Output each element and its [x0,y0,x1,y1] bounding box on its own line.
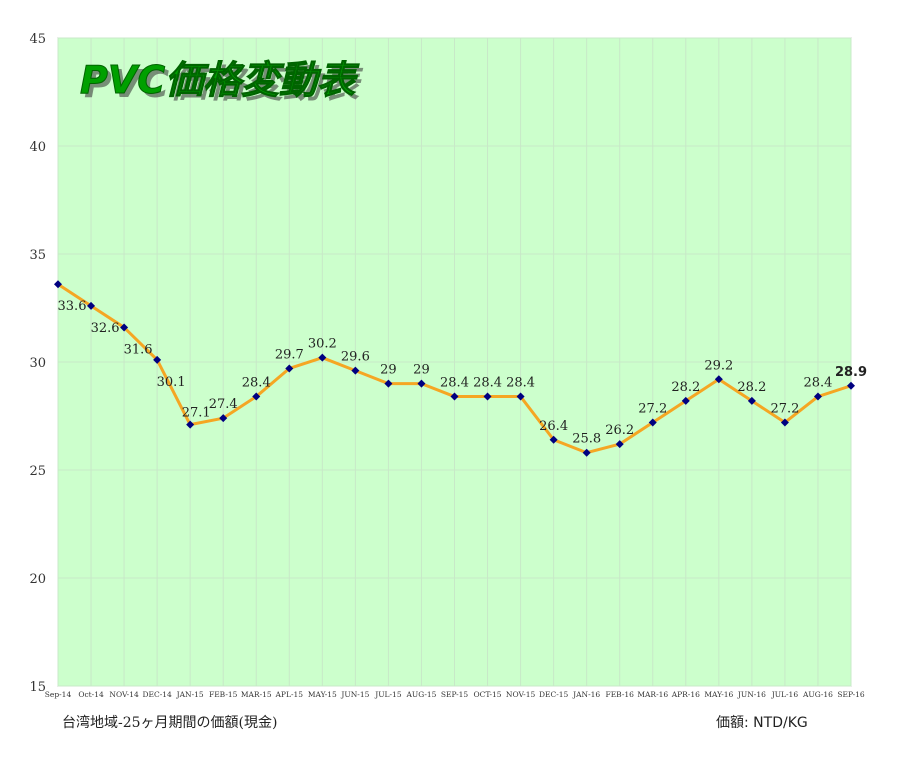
data-label: 25.8 [572,432,601,447]
data-point [516,392,525,401]
y-tick-label: 35 [29,248,46,263]
data-label: 29.6 [341,350,370,365]
x-tick-label: FEB-15 [209,690,238,699]
x-tick-label: DEC-15 [539,690,569,699]
x-tick-label: SEP-16 [837,690,865,699]
x-tick-label: JUL-15 [374,690,402,699]
data-point [120,323,129,332]
data-label: 28.9 [835,365,867,380]
data-point [285,364,294,373]
data-point [384,379,393,388]
data-label: 28.4 [242,376,271,391]
data-label: 27.2 [770,401,799,416]
data-label: 30.2 [308,337,337,352]
y-axis-tick-labels: 15 20 25 30 35 40 45 [29,32,46,695]
x-tick-label: MAR-15 [241,690,272,699]
data-label: 29.7 [275,347,304,362]
x-tick-label: MAR-16 [637,690,668,699]
y-tick-label: 30 [29,356,46,371]
data-point [252,392,261,401]
y-tick-label: 15 [29,680,46,695]
x-tick-label: APR-16 [671,690,700,699]
data-point [582,448,591,457]
x-tick-label: JAN-16 [572,690,600,699]
x-tick-label: Oct-14 [78,690,104,699]
data-label: 28.4 [440,376,469,391]
data-point [747,396,756,405]
x-tick-label: JUN-15 [340,690,369,699]
data-points [54,280,855,457]
footer-note: 台湾地域-25ヶ月期間の価額(現金) [62,715,278,731]
chart-title: PVC価格変動表 [80,58,360,102]
data-label: 28.4 [473,376,502,391]
x-tick-label: FEB-16 [605,690,634,699]
y-tick-label: 25 [29,464,46,479]
data-point [615,440,624,449]
data-label: 27.2 [638,401,667,416]
x-tick-label: SEP-15 [441,690,469,699]
data-labels: 33.6 32.6 31.6 30.1 27.127.4 28.4 29.7 30.2 29.6… [58,299,868,446]
data-label: 33.6 [58,299,87,314]
y-tick-label: 40 [29,140,46,155]
x-tick-label: MAY-16 [704,690,733,699]
x-axis-tick-labels: Sep-14 Oct-14 NOV-14 DEC-14 JAN-15 FEB-15 MAR-… [45,690,865,699]
data-point [318,353,327,362]
data-point [186,420,195,429]
data-label: 29 [413,363,430,378]
x-tick-label: MAY-15 [308,690,337,699]
data-point [153,355,162,364]
data-label: 28.2 [671,380,700,395]
data-point [780,418,789,427]
data-label: 27.4 [209,397,238,412]
x-tick-label: DEC-14 [142,690,172,699]
data-point [847,381,855,390]
y-tick-label: 45 [29,32,46,47]
x-tick-label: OCT-15 [474,690,502,699]
data-point [813,392,822,401]
data-label: 32.6 [91,321,120,336]
data-point [483,392,492,401]
data-label: 30.1 [157,375,186,390]
chart-title-shadow: PVC価格変動表 [84,62,364,106]
data-point [681,396,690,405]
data-label: 26.2 [605,423,634,438]
x-tick-label: JUL-16 [771,690,799,699]
data-label: 31.6 [124,342,153,357]
data-label: 28.2 [737,380,766,395]
unit-label: 価額: NTD/KG [716,715,808,731]
x-tick-label: Sep-14 [45,690,72,699]
data-point [87,301,96,310]
data-point [54,280,62,289]
data-point [648,418,657,427]
gridlines [57,37,852,687]
data-point [219,414,228,423]
data-label: 29.2 [704,358,733,373]
x-tick-label: APL-15 [275,690,304,699]
data-point [450,392,459,401]
data-label: 29 [380,363,397,378]
y-tick-label: 20 [29,572,46,587]
data-point [417,379,426,388]
x-tick-label: NOV-15 [506,690,536,699]
data-point [549,435,558,444]
x-tick-label: JAN-15 [176,690,204,699]
x-tick-label: JUN-16 [737,690,766,699]
data-point [351,366,360,375]
data-label: 28.4 [506,376,535,391]
x-tick-label: AUG-16 [802,690,833,699]
data-label: 27.1 [182,406,211,421]
data-label: 28.4 [803,376,832,391]
x-tick-label: NOV-14 [109,690,139,699]
data-label: 26.4 [539,419,568,434]
x-tick-label: AUG-15 [405,690,436,699]
data-point [714,375,723,384]
